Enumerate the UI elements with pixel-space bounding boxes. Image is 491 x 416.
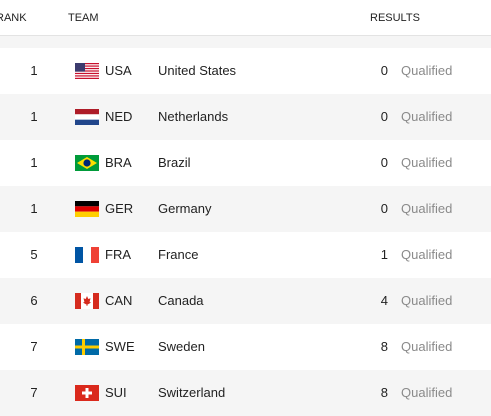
flag-shape: [75, 345, 99, 349]
status: Qualified: [401, 109, 453, 124]
flag-shape: [75, 119, 99, 125]
flag-shape: [91, 247, 99, 263]
result: 0: [380, 63, 388, 78]
column-header: RESULTS: [370, 12, 420, 24]
country-name: Canada: [158, 293, 204, 308]
flag-shape: [75, 206, 99, 212]
table-row: 1 USA United States 0 Qualified: [0, 48, 491, 94]
flag-shape: [75, 65, 99, 67]
flag-icon: [75, 385, 99, 401]
country-code: SWE: [105, 339, 135, 354]
result: 1: [380, 247, 388, 262]
flag-shape: [75, 211, 99, 217]
country-name: Germany: [158, 201, 212, 216]
table-row: 6 CAN Canada 4 Qualified: [0, 278, 491, 324]
result: 8: [380, 339, 388, 354]
rank: 7: [30, 339, 38, 354]
flag-shape: [75, 67, 99, 70]
country-name: Sweden: [158, 339, 205, 354]
flag-shape: [83, 296, 91, 306]
flag-shape: [82, 391, 92, 395]
result: 0: [380, 155, 388, 170]
rank: 1: [30, 201, 38, 216]
country-code: CAN: [105, 293, 133, 308]
header-spacer: [0, 36, 491, 48]
flag-shape: [75, 63, 85, 72]
country-name: France: [158, 247, 199, 262]
status: Qualified: [401, 201, 453, 216]
country-name: Switzerland: [158, 385, 226, 400]
column-header: RANK: [0, 12, 27, 24]
column-header: TEAM: [68, 12, 99, 24]
rank: 1: [30, 63, 38, 78]
flag-icon: [75, 155, 99, 171]
result: 0: [380, 109, 388, 124]
flag-shape: [75, 247, 83, 263]
flag-shape: [83, 247, 91, 263]
country-name: Netherlands: [158, 109, 229, 124]
country-name: Brazil: [158, 155, 191, 170]
status: Qualified: [401, 155, 453, 170]
country-code: BRA: [105, 155, 132, 170]
flag-shape: [75, 75, 99, 77]
table-header: RANK TEAM RESULTS: [0, 0, 491, 36]
flag-icon: [75, 63, 99, 79]
table-row: 1 BRA Brazil 0 Qualified: [0, 140, 491, 186]
result: 0: [380, 201, 388, 216]
rank: 1: [30, 109, 38, 124]
flag-shape: [75, 77, 99, 79]
country-code: USA: [105, 63, 132, 78]
table-row: 7 SWE Sweden 8 Qualified: [0, 324, 491, 370]
status: Qualified: [401, 293, 453, 308]
result: 8: [380, 385, 388, 400]
flag-shape: [75, 293, 81, 309]
rank: 5: [30, 247, 38, 262]
rank: 7: [30, 385, 38, 400]
flag-shape: [75, 70, 99, 72]
status: Qualified: [401, 63, 453, 78]
flag-shape: [75, 114, 99, 120]
status: Qualified: [401, 247, 453, 262]
country-code: SUI: [105, 385, 127, 400]
flag-shape: [75, 72, 99, 75]
flag-shape: [75, 63, 99, 65]
country-code: GER: [105, 201, 134, 216]
table-row: 1 NED Netherlands 0 Qualified: [0, 94, 491, 140]
flag-icon: [75, 201, 99, 217]
country-code: FRA: [105, 247, 131, 262]
result: 4: [380, 293, 388, 308]
flag-shape: [75, 201, 99, 207]
status: Qualified: [401, 385, 453, 400]
flag-icon: [75, 293, 99, 309]
table-row: 7 SUI Switzerland 8 Qualified: [0, 370, 491, 416]
table-row: 1 GER Germany 0 Qualified: [0, 186, 491, 232]
flag-shape: [83, 159, 91, 167]
status: Qualified: [401, 339, 453, 354]
table-row: 5 FRA France 1 Qualified: [0, 232, 491, 278]
flag-shape: [93, 293, 99, 309]
flag-shape: [75, 109, 99, 115]
flag-icon: [75, 109, 99, 125]
rank: 6: [30, 293, 38, 308]
rank: 1: [30, 155, 38, 170]
flag-icon: [75, 339, 99, 355]
country-name: United States: [158, 63, 237, 78]
country-code: NED: [105, 109, 133, 124]
flag-icon: [75, 247, 99, 263]
